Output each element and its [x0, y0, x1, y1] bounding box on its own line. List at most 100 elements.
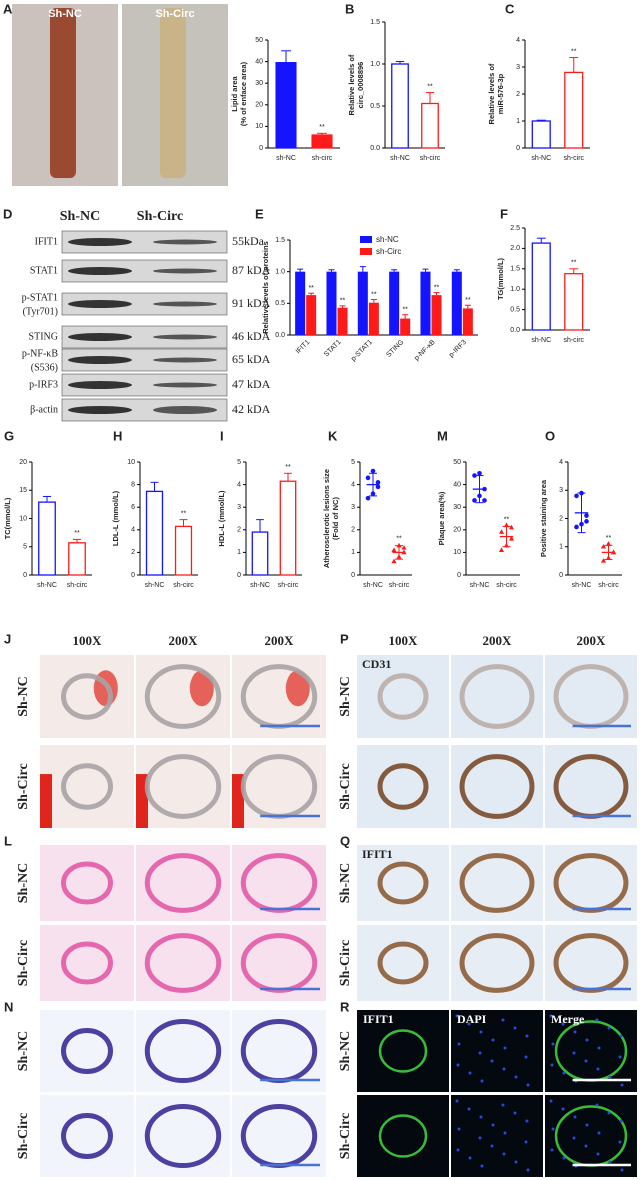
panel-label: Q [340, 833, 350, 848]
nucleus [618, 1055, 622, 1059]
protein-note: (S536) [31, 362, 58, 373]
nucleus [562, 1156, 566, 1160]
nucleus [584, 1059, 588, 1063]
tissue [285, 670, 310, 707]
nucleus [573, 1030, 577, 1034]
protein-size: 87 kDA [232, 263, 271, 277]
nucleus [491, 1038, 495, 1042]
y-tick-label: 40 [255, 58, 263, 65]
bar [38, 501, 56, 576]
column-header: 100X [73, 633, 103, 648]
bar [531, 120, 551, 149]
micrograph [357, 845, 449, 921]
y-tick-label: 0 [23, 572, 27, 579]
y-tick-label: 0 [131, 572, 135, 579]
nucleus [502, 1152, 506, 1156]
vessel-wall [459, 853, 535, 913]
row-label: Sh-Circ [16, 763, 31, 809]
nucleus [561, 1022, 565, 1026]
micrograph [357, 745, 449, 828]
nucleus [585, 1038, 589, 1042]
nucleus [549, 1099, 553, 1103]
nucleus [455, 1014, 459, 1018]
stain-label: IFIT1 [362, 847, 393, 861]
y-axis-label: Relative levels of [347, 54, 356, 115]
protein-name: p-IRF3 [29, 379, 58, 390]
x-tick-label: sh-circ [312, 155, 333, 162]
y-axis-label: Plaque area(%) [437, 491, 446, 545]
y-tick-label: 15 [19, 487, 27, 494]
micrograph [357, 655, 449, 738]
protein-note: (Tyr701) [23, 306, 58, 317]
protein-size: 42 kDA [232, 402, 271, 416]
y-tick-label: 2 [237, 527, 241, 534]
x-tick-label: sh-circ [173, 582, 194, 589]
significance: ** [340, 298, 346, 305]
x-tick-label: p-NF-κB [413, 339, 437, 363]
y-tick-label: 50 [453, 459, 461, 466]
nucleus [596, 1152, 600, 1156]
significance: ** [319, 124, 325, 131]
data-point [482, 486, 487, 492]
nucleus [597, 1131, 601, 1135]
data-point [396, 542, 402, 548]
blot-lane [153, 357, 217, 363]
nucleus [457, 1042, 461, 1046]
y-tick-label: 2 [516, 91, 520, 98]
y-tick-label: 20 [19, 459, 27, 466]
y-tick-label: 10 [453, 549, 461, 556]
vessel-wall [378, 1114, 428, 1158]
y-tick-label: 0.5 [275, 300, 285, 307]
vessel-wall [144, 1103, 222, 1169]
micrograph [357, 1010, 449, 1092]
x-tick-label: sh-NC [390, 155, 410, 162]
y-tick-label: 3 [516, 64, 520, 71]
nucleus [608, 1075, 612, 1079]
significance: ** [308, 285, 314, 292]
vessel-wall [377, 673, 429, 720]
nucleus [479, 1115, 483, 1119]
y-tick-label: 1.0 [275, 269, 285, 276]
nucleus [456, 1063, 460, 1067]
nucleus [501, 1103, 505, 1107]
bar [564, 71, 584, 149]
nucleus [502, 1067, 506, 1071]
vessel-wall [377, 763, 429, 810]
blot-band [61, 259, 228, 283]
vessel-wall [240, 853, 318, 913]
y-tick-label: 5 [237, 459, 241, 466]
vessel-wall [61, 1028, 113, 1074]
nucleus [524, 1055, 528, 1059]
x-tick-label: STING [385, 339, 405, 359]
y-tick-label: 2.5 [510, 225, 520, 232]
bar [311, 134, 333, 149]
micrograph [40, 1010, 134, 1092]
data-point [401, 545, 407, 550]
panel-label: P [340, 631, 349, 646]
y-tick-label: 30 [255, 80, 263, 87]
nucleus [551, 1127, 555, 1131]
nucleus [525, 1119, 529, 1123]
nucleus [595, 1103, 599, 1107]
y-tick-label: 3 [237, 504, 241, 511]
micrograph [545, 1095, 637, 1177]
y-tick-label: 0 [559, 572, 563, 579]
data-point [579, 490, 584, 496]
significance: ** [434, 284, 440, 291]
blot-header: Sh-Circ [137, 209, 183, 224]
legend-swatch [360, 236, 372, 243]
nucleus [480, 1164, 484, 1168]
row-label: Sh-Circ [16, 940, 31, 986]
protein-name: IFIT1 [35, 236, 58, 247]
nucleus [619, 1034, 623, 1038]
blot-band [61, 292, 228, 316]
nucleus [490, 1059, 494, 1063]
nucleus [478, 1051, 482, 1055]
bar [462, 308, 473, 335]
channel-label: DAPI [457, 1012, 487, 1026]
nucleus [455, 1099, 459, 1103]
y-axis-label: circ_0008896 [356, 62, 365, 109]
significance: ** [571, 48, 577, 55]
vessel-wall [144, 754, 222, 819]
data-point [365, 475, 371, 481]
